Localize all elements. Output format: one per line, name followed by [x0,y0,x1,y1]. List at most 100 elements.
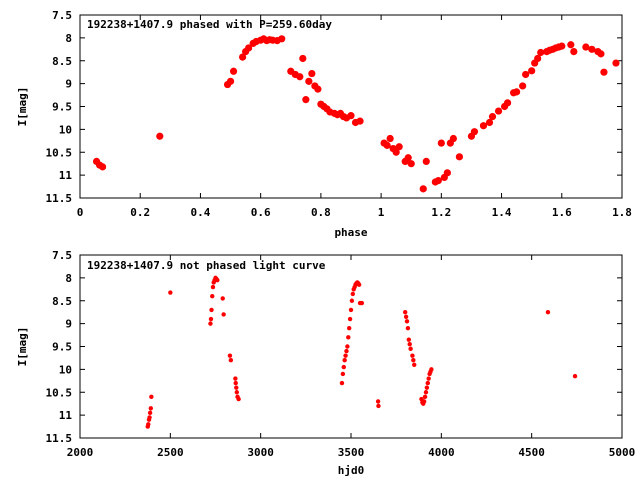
x-tick-label: 1.6 [552,206,572,219]
data-point [403,314,409,319]
x-tick-label: 1.8 [612,206,632,219]
data-point [600,68,608,76]
data-point [406,337,412,342]
data-point [227,353,233,358]
y-tick-label: 10 [59,363,72,376]
x-axis-label: phase [334,226,367,239]
data-point [359,300,365,306]
x-axis-label: hjd0 [338,464,365,477]
y-tick-label: 8 [65,272,72,285]
data-point [412,362,417,367]
y-tick-label: 9 [65,78,72,91]
data-point [421,399,427,404]
data-point [148,406,154,411]
data-point [597,50,605,58]
data-point [356,117,364,125]
x-tick-label: 1.2 [431,206,451,219]
data-point [356,282,362,287]
data-point [582,43,590,51]
data-point [519,82,527,90]
y-tick-label: 10.5 [46,146,73,159]
data-point [437,139,445,147]
data-point [210,284,216,290]
data-point [308,69,316,78]
data-point [423,390,429,395]
x-tick-label: 3000 [247,446,274,459]
data-point [278,35,286,43]
data-point [503,99,512,107]
data-point [567,41,575,49]
data-point [215,277,220,283]
data-point [147,410,153,416]
plot-area-frame [79,254,623,439]
data-point [470,128,479,136]
y-axis-ticks: 7.5 8 8.5 9 9.5 10 10.5 11 11.5 [46,249,622,445]
y-axis-ticks: 7.5 8 8.5 9 9.5 10 10.5 11 11.5 [46,9,622,205]
data-point [395,143,403,151]
x-tick-label: 4500 [518,446,545,459]
x-tick-label: 0.2 [130,206,150,219]
data-point [426,376,431,381]
data-point [522,70,530,79]
data-point [340,371,346,377]
data-point [305,77,313,85]
data-point [239,53,247,61]
y-axis-label: I[mag] [16,327,29,367]
data-point [346,326,352,331]
data-point [156,132,164,140]
y-tick-label: 11 [59,409,73,422]
x-tick-label: 0.4 [191,206,211,219]
data-point [345,344,350,349]
data-point [296,73,304,81]
data-point [408,346,413,351]
data-point [422,394,428,400]
x-tick-label: 2500 [157,446,184,459]
data-point [405,326,411,331]
data-point [146,422,151,427]
x-axis-ticks: 2000 2500 3000 3500 4000 4500 5000 [67,255,636,459]
data-point [347,316,353,322]
y-tick-label: 11.5 [46,432,73,445]
x-tick-label: 1.4 [492,206,512,219]
data-point [245,44,253,52]
data-point [233,376,238,381]
data-point [376,403,381,409]
y-tick-label: 10 [59,123,72,136]
x-tick-label: 0.8 [311,206,331,219]
data-point [425,380,430,386]
data-point [147,415,152,420]
data-point [410,353,415,358]
data-point [208,321,213,326]
data-point [407,160,415,168]
x-tick-label: 3500 [338,446,365,459]
data-point [588,45,596,53]
data-point [229,67,238,75]
chart-title: 192238+1407.9 not phased light curve [87,259,326,272]
y-tick-label: 11.5 [46,192,73,205]
data-point [226,77,235,85]
data-point [349,298,355,303]
data-point [386,134,394,143]
data-point [350,291,356,297]
data-point [299,54,307,63]
data-point [341,364,346,370]
x-tick-label: 2000 [67,446,94,459]
data-point [528,67,536,75]
data-point [443,169,451,177]
data-point [375,399,381,404]
data-point [455,153,463,161]
x-tick-label: 5000 [609,446,636,459]
y-tick-label: 10.5 [46,386,73,399]
data-point [449,134,457,143]
data-point [233,380,238,386]
x-tick-label: 4000 [428,446,455,459]
y-tick-label: 7.5 [52,249,72,262]
data-point [558,42,566,50]
data-point [485,118,494,127]
data-point [98,163,107,171]
data-point [572,374,578,379]
data-point [208,316,214,322]
data-point [302,96,310,104]
x-tick-label: 1 [378,206,385,219]
